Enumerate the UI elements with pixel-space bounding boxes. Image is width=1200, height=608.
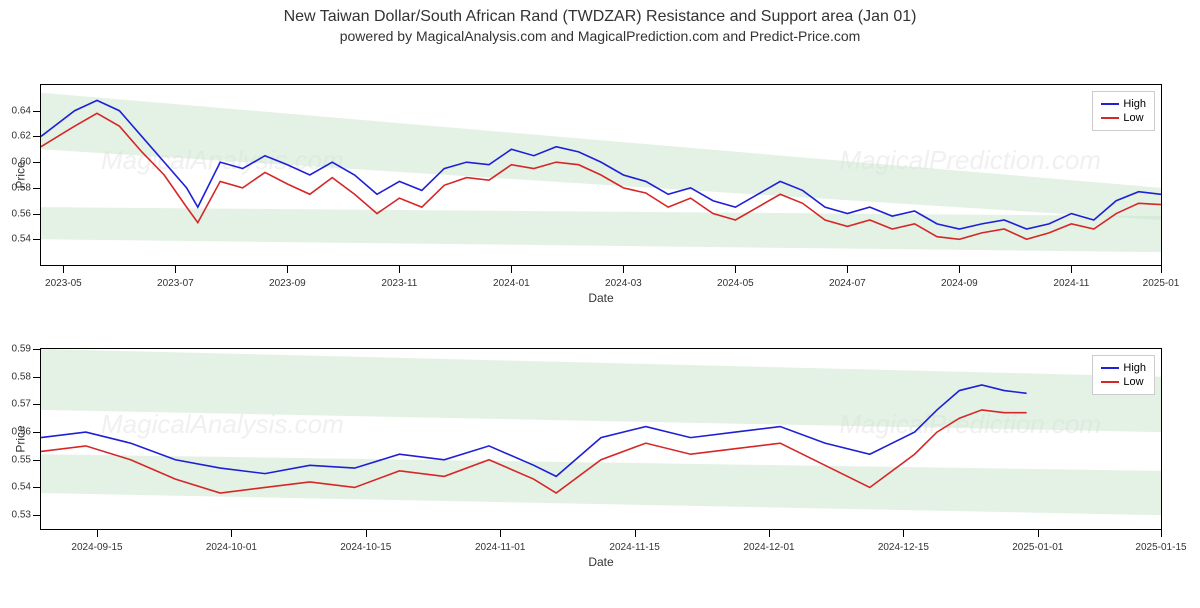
x-tick-label: 2024-09-15	[71, 542, 122, 553]
x-tick	[399, 265, 400, 273]
x-axis-label: Date	[588, 555, 613, 569]
legend-label-low: Low	[1123, 376, 1143, 388]
y-tick	[33, 188, 41, 189]
x-tick	[97, 529, 98, 537]
x-tick-label: 2023-09	[269, 278, 306, 289]
legend-swatch-low	[1101, 381, 1119, 383]
y-tick-label: 0.57	[0, 399, 31, 410]
support-resistance-zone	[41, 454, 1161, 515]
page-root: New Taiwan Dollar/South African Rand (TW…	[0, 8, 1200, 608]
x-tick-label: 2024-11-15	[609, 542, 659, 553]
legend-label-high: High	[1123, 98, 1146, 110]
legend-label-low: Low	[1123, 112, 1143, 124]
x-axis-label: Date	[588, 291, 613, 305]
x-tick	[735, 265, 736, 273]
y-tick-label: 0.54	[0, 234, 31, 245]
y-tick-label: 0.53	[0, 510, 31, 521]
x-tick	[1161, 529, 1162, 537]
bottom-chart-panel: Price Date MagicalAnalysis.com MagicalPr…	[40, 348, 1162, 530]
x-tick	[500, 529, 501, 537]
y-tick-label: 0.56	[0, 427, 31, 438]
y-tick	[33, 214, 41, 215]
x-tick	[287, 265, 288, 273]
x-tick	[1038, 529, 1039, 537]
y-tick	[33, 487, 41, 488]
x-tick-label: 2025-01-01	[1012, 542, 1063, 553]
y-tick	[33, 111, 41, 112]
legend-swatch-low	[1101, 117, 1119, 119]
y-tick	[33, 136, 41, 137]
y-tick	[33, 162, 41, 163]
x-tick	[903, 529, 904, 537]
y-tick-label: 0.59	[0, 344, 31, 355]
legend-item-low: Low	[1101, 112, 1146, 124]
x-tick-label: 2023-05	[45, 278, 82, 289]
x-tick	[635, 529, 636, 537]
chart-legend: High Low	[1092, 355, 1155, 395]
legend-swatch-high	[1101, 367, 1119, 369]
y-tick	[33, 239, 41, 240]
x-tick-label: 2024-11-01	[475, 542, 525, 553]
y-tick-label: 0.64	[0, 105, 31, 116]
chart-title: New Taiwan Dollar/South African Rand (TW…	[0, 8, 1200, 26]
x-tick	[231, 529, 232, 537]
y-tick	[33, 515, 41, 516]
x-tick-label: 2023-11	[381, 278, 417, 289]
x-tick-label: 2024-07	[829, 278, 866, 289]
legend-item-low: Low	[1101, 376, 1146, 388]
legend-item-high: High	[1101, 362, 1146, 374]
x-tick	[366, 529, 367, 537]
bottom-chart-svg	[41, 349, 1161, 529]
top-chart-svg	[41, 85, 1161, 265]
x-tick	[175, 265, 176, 273]
x-tick-label: 2023-07	[157, 278, 194, 289]
legend-swatch-high	[1101, 103, 1119, 105]
y-tick-label: 0.58	[0, 182, 31, 193]
y-tick-label: 0.55	[0, 454, 31, 465]
support-resistance-zone	[41, 349, 1161, 432]
x-tick-label: 2024-10-15	[340, 542, 391, 553]
x-tick-label: 2024-05	[717, 278, 754, 289]
x-tick-label: 2024-09	[941, 278, 978, 289]
x-tick-label: 2024-11	[1053, 278, 1089, 289]
x-tick-label: 2024-01	[493, 278, 530, 289]
x-tick-label: 2025-01-15	[1135, 542, 1186, 553]
legend-item-high: High	[1101, 98, 1146, 110]
y-tick	[33, 460, 41, 461]
top-chart-panel: Price Date MagicalAnalysis.com MagicalPr…	[40, 84, 1162, 266]
x-tick-label: 2025-01	[1143, 278, 1180, 289]
x-tick-label: 2024-10-01	[206, 542, 257, 553]
legend-label-high: High	[1123, 362, 1146, 374]
x-tick	[1071, 265, 1072, 273]
y-tick	[33, 404, 41, 405]
chart-subtitle: powered by MagicalAnalysis.com and Magic…	[0, 28, 1200, 44]
y-tick-label: 0.60	[0, 157, 31, 168]
y-tick	[33, 432, 41, 433]
y-tick-label: 0.54	[0, 482, 31, 493]
x-tick-label: 2024-03	[605, 278, 642, 289]
x-tick	[623, 265, 624, 273]
x-tick	[511, 265, 512, 273]
y-tick	[33, 377, 41, 378]
x-tick	[1161, 265, 1162, 273]
x-tick	[847, 265, 848, 273]
y-tick	[33, 349, 41, 350]
x-tick-label: 2024-12-15	[878, 542, 929, 553]
chart-legend: High Low	[1092, 91, 1155, 131]
x-tick	[769, 529, 770, 537]
x-tick-label: 2024-12-01	[743, 542, 794, 553]
y-tick-label: 0.62	[0, 131, 31, 142]
y-tick-label: 0.56	[0, 208, 31, 219]
support-resistance-zone	[41, 207, 1161, 252]
y-tick-label: 0.58	[0, 371, 31, 382]
x-tick	[959, 265, 960, 273]
x-tick	[63, 265, 64, 273]
